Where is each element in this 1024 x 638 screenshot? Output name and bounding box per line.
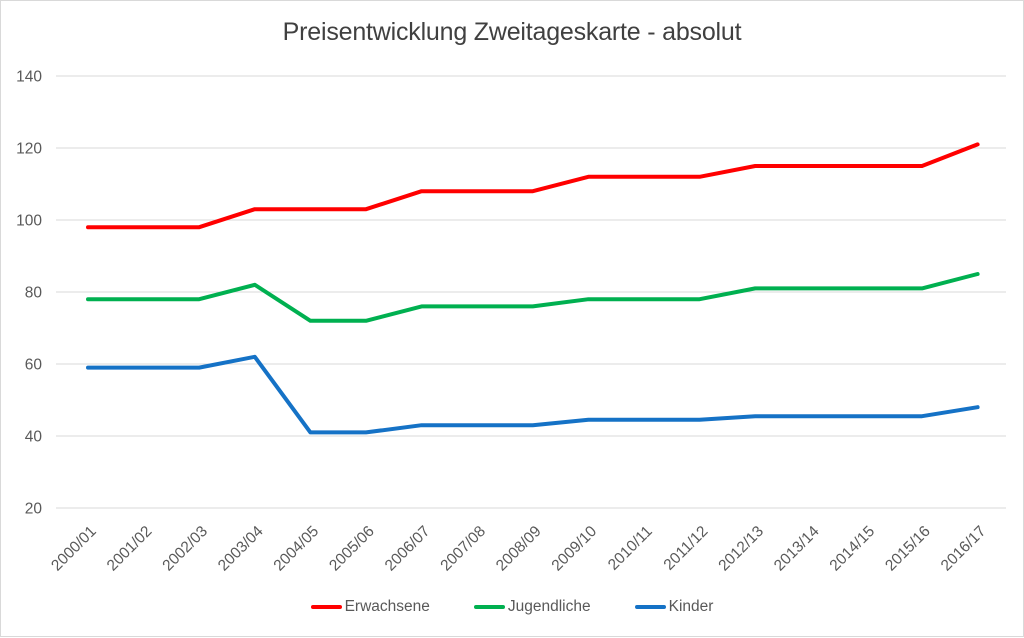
x-axis-tick-label: 2014/15: [827, 523, 879, 575]
y-axis-tick-label: 60: [25, 357, 43, 374]
legend-swatch-erwachsene: [310, 605, 342, 609]
legend-item-kinder: Kinder: [634, 598, 714, 616]
x-axis-tick-label: 2004/05: [271, 523, 323, 575]
legend-item-erwachsene: Erwachsene: [310, 598, 430, 616]
legend-item-jugendliche: Jugendliche: [473, 598, 591, 616]
chart-title: Preisentwicklung Zweitageskarte - absolu…: [282, 18, 742, 46]
legend-label: Kinder: [668, 598, 714, 615]
x-axis-tick-label: 2005/06: [326, 523, 378, 575]
x-axis-tick-label: 2016/17: [938, 523, 990, 575]
x-axis-tick-label: 2001/02: [104, 523, 156, 575]
x-axis-tick-label: 2010/11: [605, 523, 656, 574]
x-axis-tick-label: 2013/14: [771, 523, 823, 575]
series-line-jugendliche: [86, 272, 980, 323]
x-axis-tick-label: 2000/01: [48, 523, 100, 575]
y-axis-tick-label: 80: [25, 285, 43, 302]
legend-swatch-jugendliche: [473, 605, 505, 609]
x-axis-tick-label: 2007/08: [437, 523, 489, 575]
legend-swatch-kinder: [634, 605, 666, 609]
y-axis-tick-label: 40: [25, 429, 43, 446]
x-axis-tick-label: 2012/13: [715, 523, 767, 575]
chart-legend: Erwachsene Jugendliche Kinder: [1, 598, 1023, 616]
series-line-kinder: [86, 354, 980, 435]
y-axis-tick-label: 100: [16, 213, 42, 230]
y-axis-tick-label: 120: [16, 141, 42, 158]
x-axis-tick-label: 2003/04: [215, 523, 267, 575]
x-axis-tick-label: 2006/07: [382, 523, 434, 575]
x-axis-tick-label: 2008/09: [493, 523, 545, 575]
x-axis-tick-label: 2015/16: [882, 523, 934, 575]
x-axis-tick-label: 2011/12: [661, 523, 712, 574]
series-line-erwachsene: [86, 142, 980, 230]
legend-label: Jugendliche: [507, 598, 591, 615]
x-axis-tick-label: 2009/10: [549, 523, 601, 575]
x-axis-tick-label: 2002/03: [159, 523, 211, 575]
y-axis-tick-label: 20: [25, 501, 43, 518]
legend-label: Erwachsene: [344, 598, 430, 615]
y-axis-tick-label: 140: [16, 69, 42, 86]
